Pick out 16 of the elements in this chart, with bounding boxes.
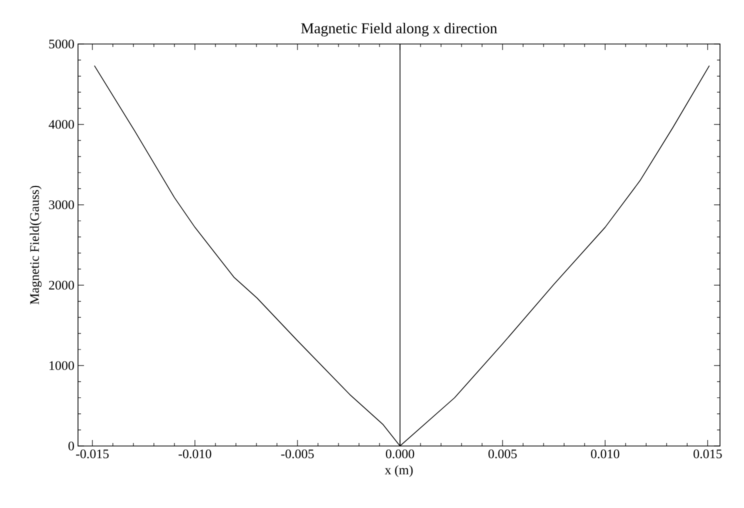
y-axis-title: Magnetic Field(Gauss) <box>30 186 42 304</box>
y-tick-label: 3000 <box>49 200 74 210</box>
x-tick-label: 0.010 <box>591 450 620 458</box>
x-tick-label: 0.000 <box>386 450 414 458</box>
x-tick-label: -0.010 <box>178 450 212 458</box>
x-tick-label: -0.005 <box>281 450 314 458</box>
y-tick-label: 4000 <box>48 120 74 129</box>
x-tick-label: 0.015 <box>694 450 722 458</box>
x-axis-title: x (m) <box>384 465 413 477</box>
y-tick-label: 0 <box>68 442 74 450</box>
x-tick-label: -0.015 <box>76 450 109 458</box>
x-tick-label: 0.005 <box>488 450 517 458</box>
y-tick-label: 5000 <box>49 40 74 48</box>
chart-title: Magnetic Field along x direction <box>301 22 498 36</box>
y-tick-label: 2000 <box>49 280 74 290</box>
y-tick-label: 1000 <box>50 361 74 370</box>
